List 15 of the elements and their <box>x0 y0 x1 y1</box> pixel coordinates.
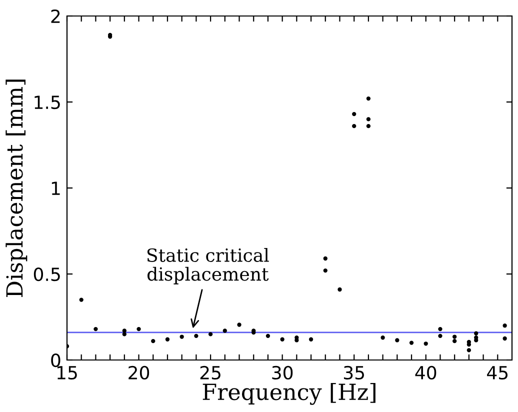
y-tick-label: 1.5 <box>34 96 60 110</box>
x-tick-label: 45 <box>487 366 508 380</box>
y-tick-label: 0.5 <box>34 267 60 282</box>
annotation: Static critical displacement <box>147 248 269 284</box>
x-tick-label: 40 <box>415 366 436 380</box>
x-axis-title: Frequency [Hz] <box>202 383 376 405</box>
y-axis-title: Displacement [mm] <box>6 80 28 298</box>
x-tick-label: 25 <box>200 366 220 380</box>
y-tick-label: 0 <box>51 353 60 368</box>
x-tick-label: 15 <box>57 366 77 380</box>
x-tick-label: 35 <box>344 366 364 380</box>
x-tick-label: 20 <box>128 366 150 380</box>
x-tick-label: 30 <box>272 366 293 380</box>
y-tick-label: 1 <box>52 182 60 195</box>
y-tick-label: 2 <box>51 9 60 23</box>
